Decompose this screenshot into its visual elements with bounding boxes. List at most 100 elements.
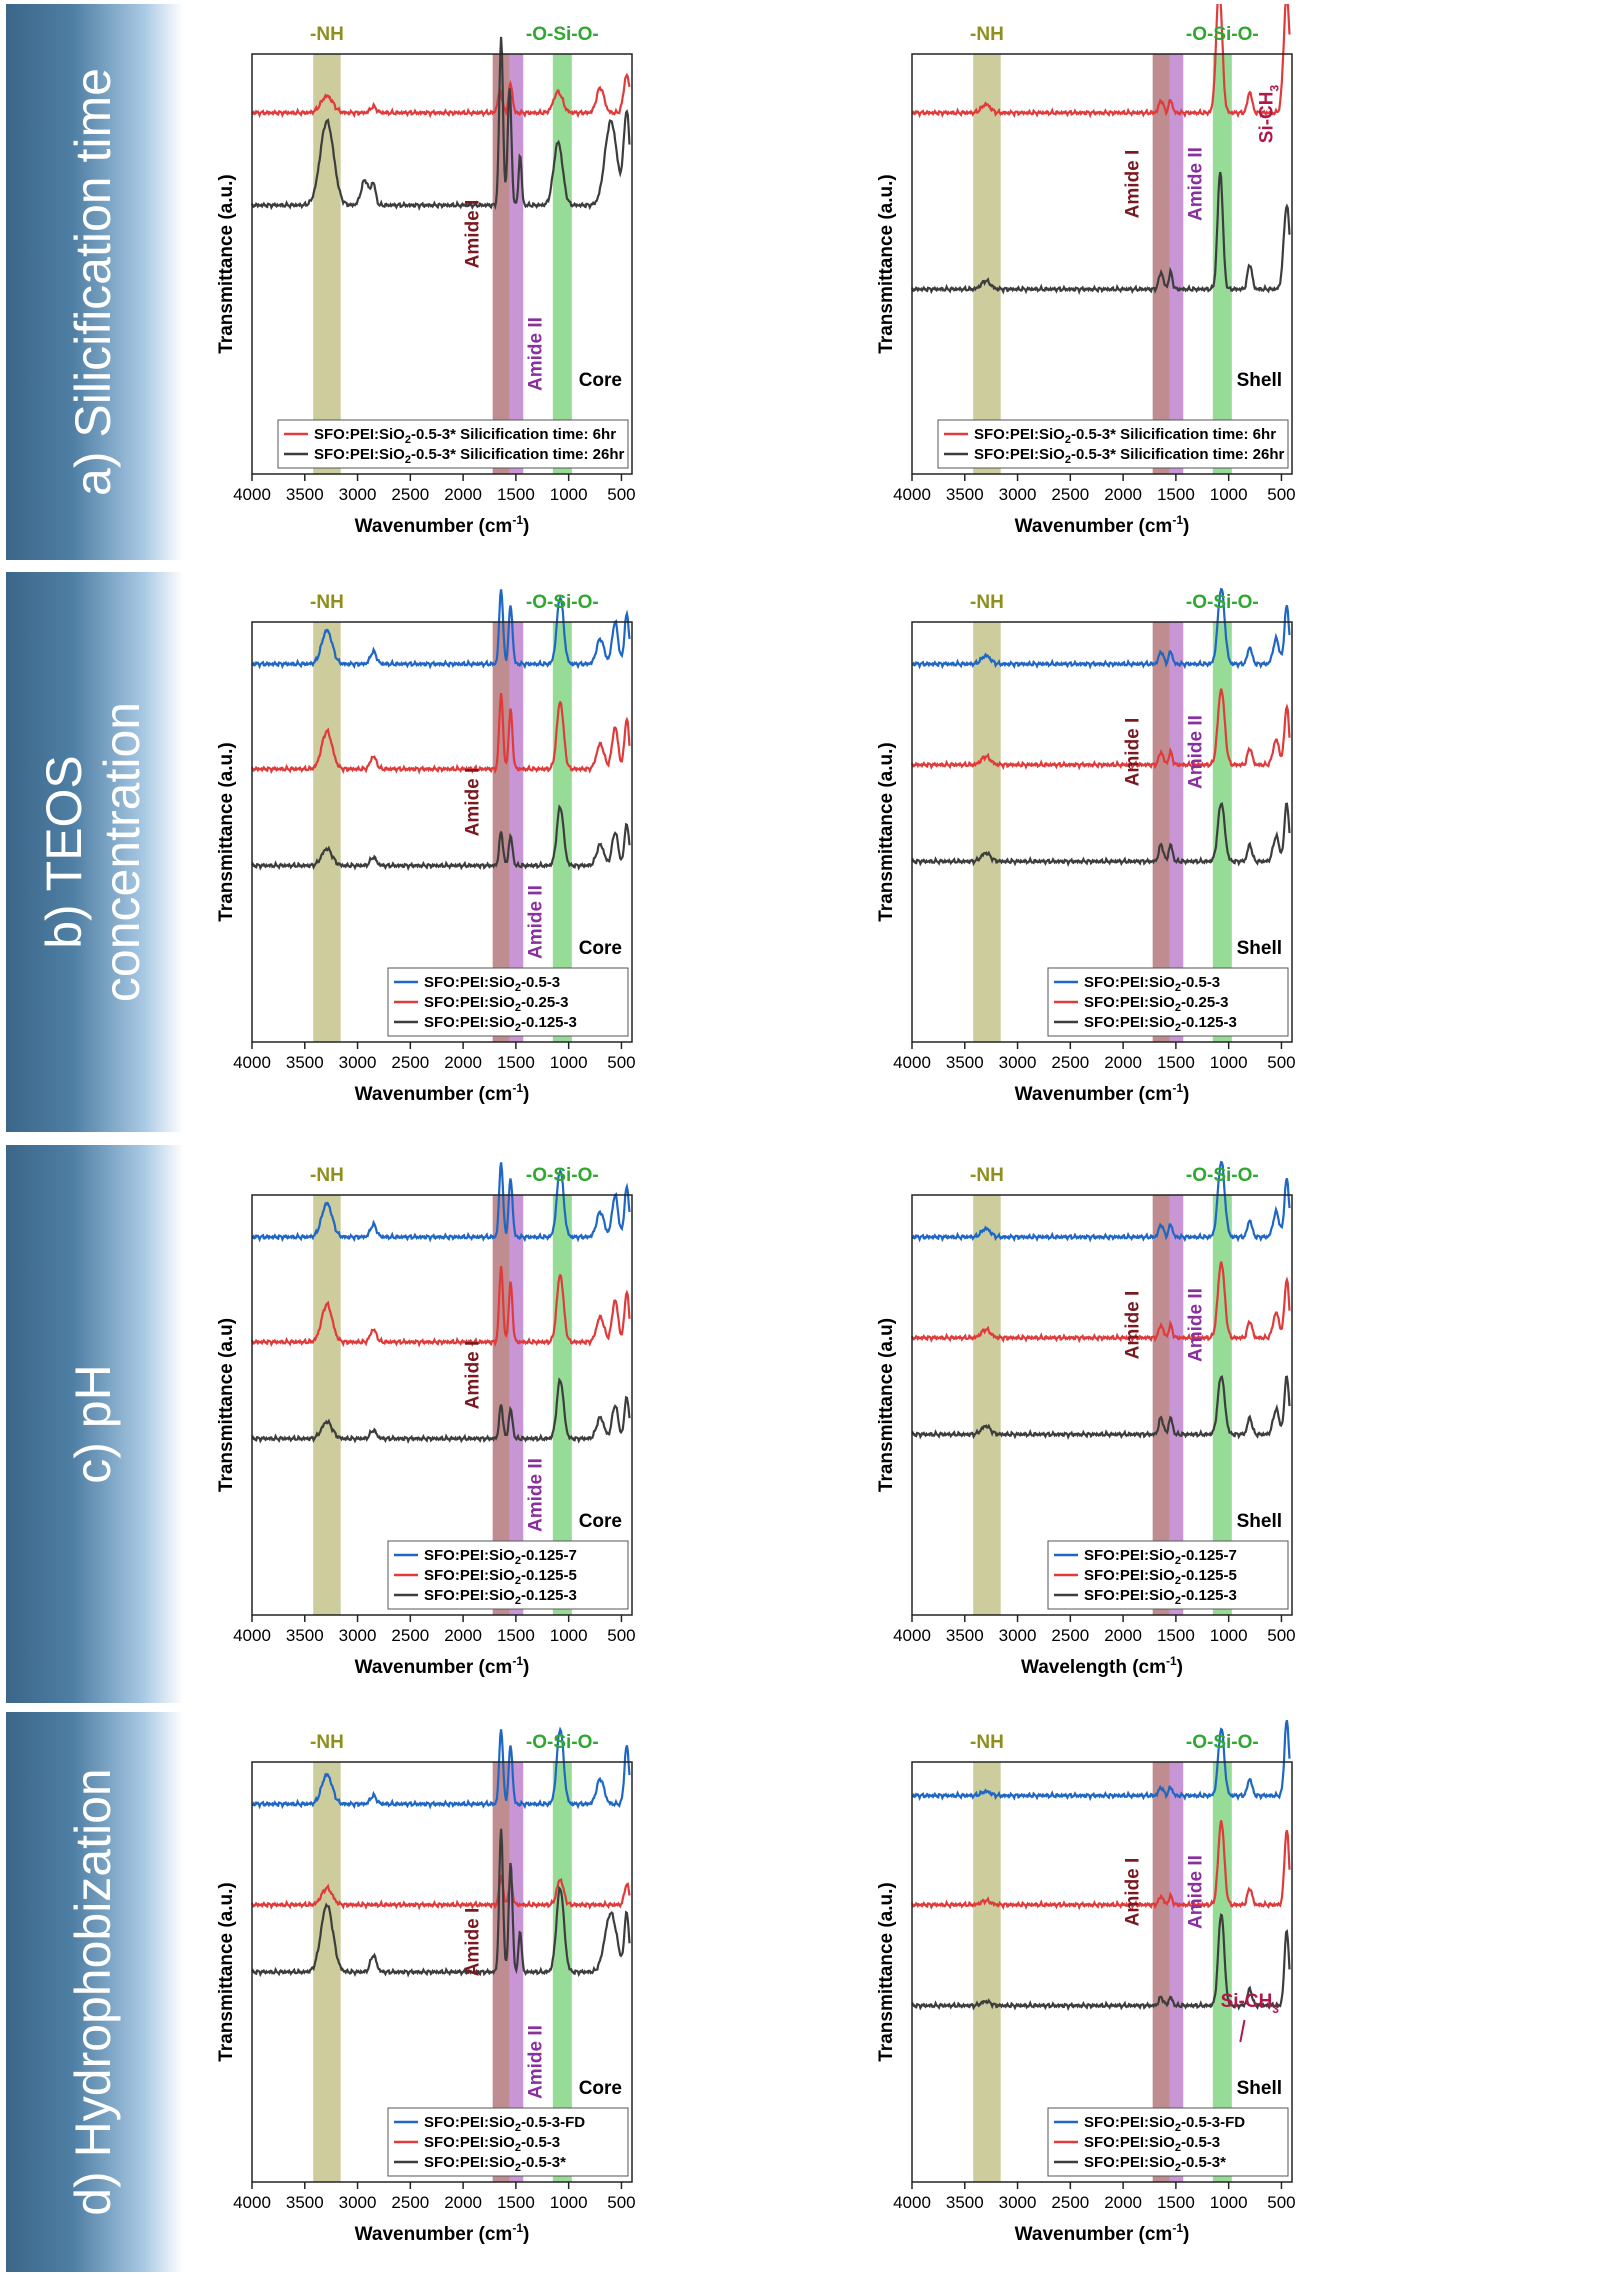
chart-c-shell: 4000 3500 3000 2500 2000 1500 1000 500 Wavelengt… (850, 1145, 1500, 1695)
sub-label: Shell (1237, 370, 1282, 391)
row-label: c) pH (65, 1364, 121, 1483)
legend-label: SFO:PEI:SiO2-0.5-3* (424, 2154, 566, 2174)
x-tick-label: 2500 (391, 2193, 429, 2212)
y-axis-title: Transmittance (a.u) (876, 1318, 897, 1492)
band-amide-ii (1169, 54, 1184, 474)
plot-frame (251, 1194, 633, 1616)
label-amide-i: Amide I (463, 1908, 484, 1977)
label-amide-i: Amide I (463, 1341, 484, 1410)
band-amide-i (1152, 1195, 1170, 1615)
row-label-panel: a) Silicification time (6, 4, 183, 560)
y-axis-title: Transmittance (a.u.) (876, 742, 897, 922)
label-si-ch3: Si-CH3 (1256, 84, 1281, 143)
series-line-red (250, 1265, 631, 1348)
legend-label: SFO:PEI:SiO2-0.5-3* (1084, 2154, 1226, 2174)
x-tick-label: 3000 (999, 1626, 1037, 1645)
x-axis-title: Wavenumber (cm-1) (1015, 2221, 1190, 2245)
row-ph: c) pH 4000 3500 3000 2500 2000 1500 1000 500 Wav… (0, 1145, 1597, 1703)
label-amide-i: Amide I (1123, 1858, 1144, 1927)
x-tick-label: 3000 (339, 1053, 377, 1072)
legend-label: SFO:PEI:SiO2-0.125-5 (424, 1567, 577, 1587)
x-tick-label: 1500 (497, 485, 535, 504)
sub-label: Core (579, 2078, 622, 2099)
band-amide-ii (1169, 1762, 1184, 2182)
band-amide-i (1152, 1762, 1170, 2182)
legend-label: SFO:PEI:SiO2-0.125-3 (1084, 1014, 1237, 1034)
band-nh (313, 1762, 341, 2182)
chart-svg: 4000 3500 3000 2500 2000 1500 1000 500 Wavenumbe… (876, 1719, 1296, 2245)
series-line-black (251, 804, 631, 872)
x-tick-label: 1000 (1210, 1626, 1248, 1645)
label-amide-i: Amide I (1123, 1291, 1144, 1360)
series-line-blue (251, 1726, 631, 1810)
chart-a-core: 4000 3500 3000 2500 2000 1500 1000 500 Wavenumbe… (190, 4, 840, 554)
x-tick-label: 4000 (233, 1626, 271, 1645)
x-tick-label: 2500 (1051, 1626, 1089, 1645)
legend-box (387, 967, 629, 1037)
series-line-black (911, 1375, 1291, 1440)
x-axis-title: Wavenumber (cm-1) (355, 1081, 530, 1105)
legend-box (1047, 967, 1289, 1037)
label-nh: -NH (970, 24, 1004, 45)
sub-label: Shell (1237, 938, 1282, 959)
legend-label: SFO:PEI:SiO2-0.125-3 (424, 1014, 577, 1034)
label-amide-ii: Amide II (1185, 147, 1206, 221)
band-nh (973, 54, 1001, 474)
x-tick-label: 1500 (497, 1626, 535, 1645)
x-tick-label: 3500 (286, 1053, 324, 1072)
band-amide-i (1152, 54, 1170, 474)
series-line-black (251, 1377, 631, 1445)
band-nh (313, 54, 341, 474)
row-label: b) TEOS (36, 755, 92, 949)
label-amide-i: Amide I (1123, 718, 1144, 787)
x-tick-label: 1000 (550, 2193, 588, 2212)
label-nh: -NH (970, 1165, 1004, 1186)
legend-box (1047, 1540, 1289, 1610)
row-label-svg: c) pH (65, 1364, 121, 1483)
legend-label: SFO:PEI:SiO2-0.5-3* Silicification time:… (974, 426, 1276, 446)
chart-svg: 4000 3500 3000 2500 2000 1500 1000 500 Wavenumbe… (876, 587, 1296, 1105)
x-tick-label: 2000 (1104, 1626, 1142, 1645)
x-tick-label: 3500 (286, 1626, 324, 1645)
row-label-svg: d) Hydrophobization (65, 1768, 121, 2216)
x-tick-label: 1500 (497, 1053, 535, 1072)
band-amide-i (492, 1762, 510, 2182)
x-tick-label: 1000 (550, 1626, 588, 1645)
band-o-si-o (552, 1762, 572, 2182)
x-tick-label: 3500 (286, 485, 324, 504)
series-line-blue (251, 1162, 631, 1243)
x-tick-label: 4000 (233, 485, 271, 504)
chart-svg: 4000 3500 3000 2500 2000 1500 1000 500 Wavenumbe… (216, 589, 636, 1105)
row-label-panel: d) Hydrophobization (6, 1712, 183, 2272)
legend-box (277, 419, 629, 469)
x-tick-label: 3500 (286, 2193, 324, 2212)
x-axis-title: Wavenumber (cm-1) (1015, 513, 1190, 537)
x-tick-label: 1000 (1210, 2193, 1248, 2212)
chart-b-shell: 4000 3500 3000 2500 2000 1500 1000 500 Wavenumbe… (850, 572, 1500, 1122)
series-line-blue (911, 1160, 1291, 1243)
legend-label: SFO:PEI:SiO2-0.125-7 (1084, 1547, 1237, 1567)
x-tick-label: 500 (1267, 2193, 1295, 2212)
x-tick-label: 1000 (550, 485, 588, 504)
x-tick-label: 4000 (233, 1053, 271, 1072)
row-label: d) Hydrophobization (65, 1768, 121, 2216)
legend-box (387, 2107, 629, 2177)
x-tick-label: 1500 (1157, 1053, 1195, 1072)
label-o-si-o: -O-Si-O- (526, 1165, 599, 1186)
band-amide-i (492, 54, 510, 474)
row-label: concentration (94, 702, 150, 1002)
series-line-blue (911, 587, 1291, 670)
x-tick-label: 1500 (1157, 2193, 1195, 2212)
legend-label: SFO:PEI:SiO2-0.5-3* Silicification time:… (974, 446, 1285, 466)
band-amide-i (1152, 622, 1170, 1042)
legend-label: SFO:PEI:SiO2-0.125-7 (424, 1547, 577, 1567)
series-line-red (250, 1874, 631, 1911)
series-line-blue (911, 1719, 1291, 1802)
label-amide-i: Amide I (1123, 150, 1144, 219)
label-amide-ii: Amide II (525, 1458, 546, 1532)
legend-label: SFO:PEI:SiO2-0.5-3 (424, 974, 560, 994)
label-o-si-o: -O-Si-O- (1186, 1732, 1259, 1753)
series-line-red (911, 4, 1291, 119)
x-axis-title: Wavenumber (cm-1) (1015, 1081, 1190, 1105)
x-tick-label: 3500 (946, 1053, 984, 1072)
